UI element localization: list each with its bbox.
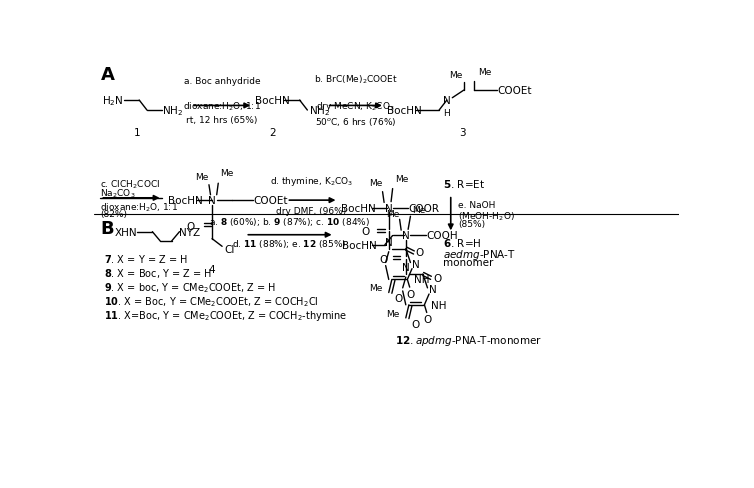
- Text: Me: Me: [386, 309, 400, 318]
- Text: O: O: [433, 273, 441, 283]
- Text: $\bf{12}$.: $\bf{12}$.: [395, 334, 415, 346]
- Text: O: O: [379, 254, 388, 264]
- Text: rt, 12 hrs (65%): rt, 12 hrs (65%): [186, 116, 258, 124]
- Text: a. $\bf{8}$ (60%); b. $\bf{9}$ (87%); c. $\bf{10}$ (84%): a. $\bf{8}$ (60%); b. $\bf{9}$ (87%); c.…: [209, 216, 370, 227]
- Text: N: N: [385, 203, 393, 213]
- Text: Na$_2$CO$_3$: Na$_2$CO$_3$: [100, 187, 136, 200]
- Text: $\bf{10}$. X = Boc, Y = CMe$_2$COOEt, Z = COCH$_2$Cl: $\bf{10}$. X = Boc, Y = CMe$_2$COOEt, Z …: [103, 294, 318, 308]
- Text: XHN: XHN: [115, 227, 137, 237]
- Text: O: O: [406, 289, 415, 299]
- Text: Cl: Cl: [225, 244, 234, 254]
- Text: COOH: COOH: [426, 231, 458, 241]
- Text: (85%): (85%): [458, 219, 486, 228]
- Text: NH: NH: [431, 300, 446, 310]
- Text: $\bf{11}$. X=Boc, Y = CMe$_2$COOEt, Z = COCH$_2$-thymine: $\bf{11}$. X=Boc, Y = CMe$_2$COOEt, Z = …: [103, 308, 347, 322]
- Text: Me: Me: [369, 179, 382, 188]
- Text: N: N: [443, 96, 451, 106]
- Text: a. Boc anhydride: a. Boc anhydride: [184, 77, 260, 85]
- Text: d. thymine, K$_2$CO$_3$: d. thymine, K$_2$CO$_3$: [269, 175, 353, 188]
- Text: Me: Me: [386, 209, 400, 218]
- Text: NH$_2$: NH$_2$: [162, 104, 183, 118]
- Text: O: O: [187, 221, 195, 231]
- Text: 50$^o$C, 6 hrs (76%): 50$^o$C, 6 hrs (76%): [314, 116, 396, 127]
- Text: N: N: [412, 260, 420, 269]
- Text: Me: Me: [220, 169, 233, 178]
- Text: Me: Me: [449, 71, 462, 80]
- Text: BocHN: BocHN: [388, 106, 422, 116]
- Text: $\bf{7}$. X = Y = Z = H: $\bf{7}$. X = Y = Z = H: [103, 253, 187, 265]
- Text: NH: NH: [413, 275, 429, 285]
- Text: BocHN: BocHN: [341, 203, 375, 213]
- Text: O: O: [394, 294, 402, 304]
- Text: O: O: [411, 319, 419, 329]
- Text: c. ClCH$_2$COCl: c. ClCH$_2$COCl: [100, 178, 161, 190]
- Text: $\bf{9}$. X = boc, Y = CMe$_2$COOEt, Z = H: $\bf{9}$. X = boc, Y = CMe$_2$COOEt, Z =…: [103, 281, 275, 294]
- Text: NH$_2$: NH$_2$: [309, 104, 330, 118]
- Text: $\bf{6}$. R=H: $\bf{6}$. R=H: [443, 237, 482, 249]
- Text: BocHN: BocHN: [168, 196, 203, 206]
- Text: N: N: [385, 238, 393, 247]
- Text: dioxane:H$_2$O, 1:1: dioxane:H$_2$O, 1:1: [100, 201, 179, 213]
- Text: monomer: monomer: [443, 258, 493, 267]
- Text: N: N: [402, 263, 409, 273]
- Text: (MeOH-H$_2$O): (MeOH-H$_2$O): [458, 210, 515, 223]
- Text: dry DMF, (96%): dry DMF, (96%): [276, 206, 346, 215]
- Text: 4: 4: [209, 264, 216, 274]
- Text: d. $\bf{11}$ (88%); e. $\bf{12}$ (85%): d. $\bf{11}$ (88%); e. $\bf{12}$ (85%): [232, 238, 347, 249]
- Text: N: N: [429, 285, 437, 295]
- Text: Me: Me: [478, 68, 492, 77]
- Text: BocHN: BocHN: [256, 96, 290, 106]
- Text: Me: Me: [195, 173, 209, 182]
- Text: O: O: [416, 248, 424, 258]
- Text: COOEt: COOEt: [497, 86, 532, 96]
- Text: $\it{aedmg}$-PNA-T: $\it{aedmg}$-PNA-T: [443, 247, 516, 262]
- Text: 1: 1: [133, 128, 140, 138]
- Text: H$_2$N: H$_2$N: [102, 94, 124, 108]
- Text: $\bf{5}$. R=Et: $\bf{5}$. R=Et: [443, 178, 485, 190]
- Text: B: B: [100, 219, 114, 237]
- Text: 3: 3: [459, 128, 466, 138]
- Text: e. NaOH: e. NaOH: [458, 201, 496, 210]
- Text: Me: Me: [369, 284, 382, 293]
- Text: N: N: [402, 231, 409, 241]
- Text: Me: Me: [412, 205, 425, 215]
- Text: A: A: [100, 66, 115, 84]
- Text: 2: 2: [269, 128, 276, 138]
- Text: H: H: [443, 109, 450, 118]
- Text: b. BrC(Me)$_2$COOEt: b. BrC(Me)$_2$COOEt: [314, 73, 397, 85]
- Text: dioxane:H$_2$O, 1:1: dioxane:H$_2$O, 1:1: [183, 100, 261, 112]
- Text: O: O: [361, 226, 369, 237]
- Text: (82%): (82%): [100, 210, 127, 219]
- Text: COOEt: COOEt: [253, 196, 287, 206]
- Text: COOR: COOR: [408, 203, 439, 213]
- Text: $\it{apdmg}$-PNA-T-monomer: $\it{apdmg}$-PNA-T-monomer: [415, 334, 542, 347]
- Text: BocHN: BocHN: [342, 240, 377, 250]
- Text: N: N: [208, 196, 216, 206]
- Text: Me: Me: [395, 175, 409, 184]
- Text: $\bf{8}$. X = Boc, Y = Z = H: $\bf{8}$. X = Boc, Y = Z = H: [103, 267, 212, 280]
- Text: dry MeCN, K$_2$CO$_3$: dry MeCN, K$_2$CO$_3$: [316, 100, 395, 113]
- Text: O: O: [424, 314, 431, 325]
- Text: NYZ: NYZ: [179, 227, 201, 237]
